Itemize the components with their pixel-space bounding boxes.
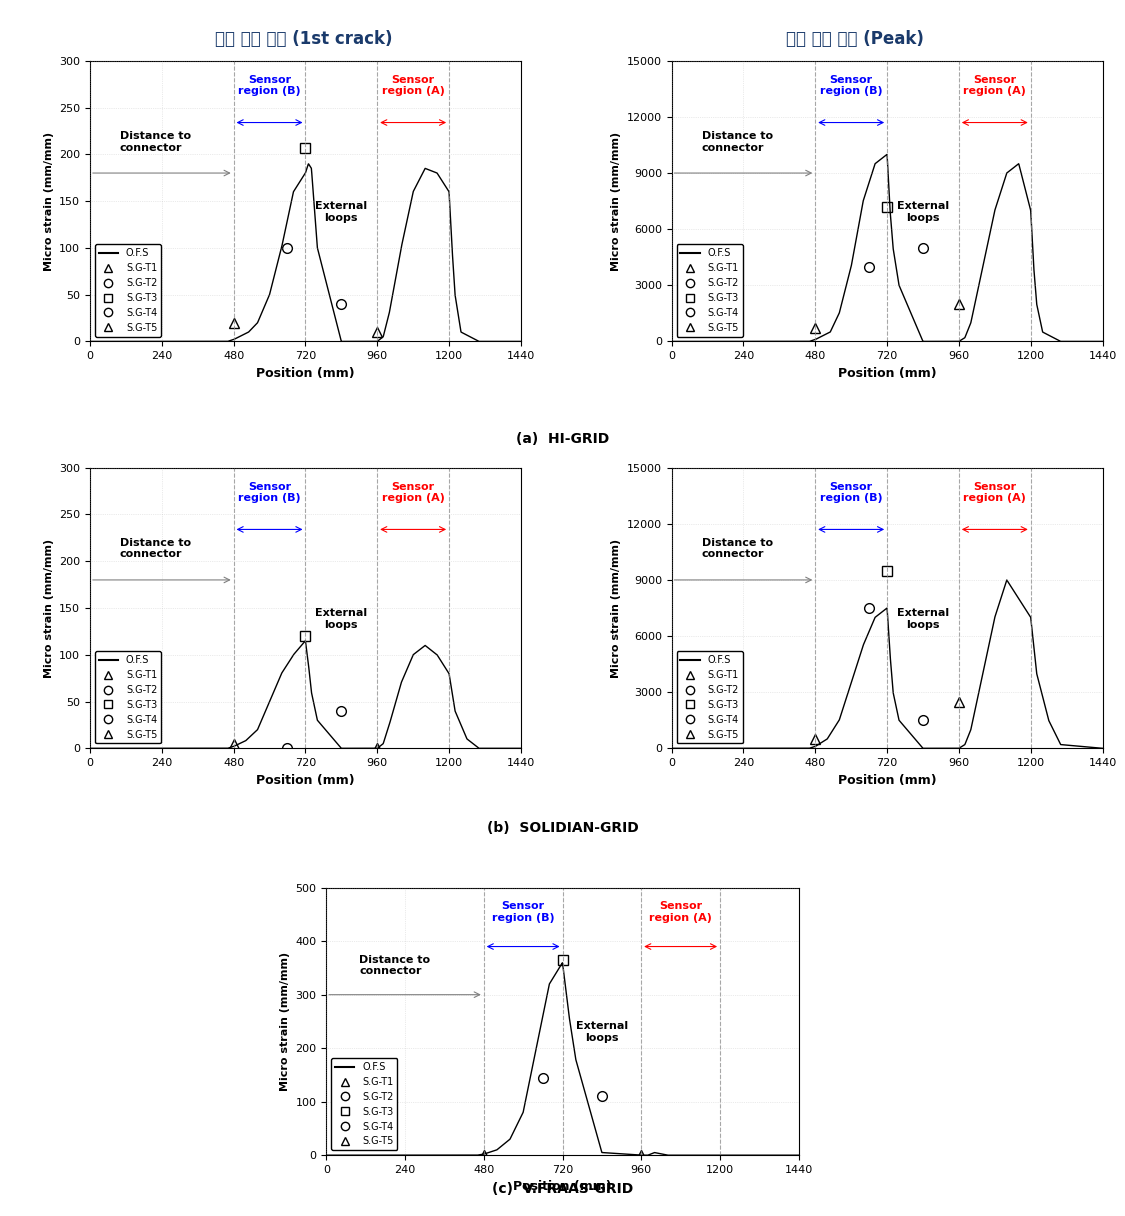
Text: External
loops: External loops <box>315 201 368 223</box>
O.F.S <box>792 1148 806 1162</box>
O.F.S <box>281 655 295 670</box>
Text: Sensor
region (A): Sensor region (A) <box>381 482 444 503</box>
Text: Distance to
connector: Distance to connector <box>702 537 773 559</box>
Y-axis label: Micro strain (mm/mm): Micro strain (mm/mm) <box>280 952 290 1091</box>
O.F.S <box>319 1148 333 1162</box>
O.F.S <box>549 966 562 980</box>
Text: Sensor
region (A): Sensor region (A) <box>963 482 1026 503</box>
Text: Distance to
connector: Distance to connector <box>359 955 430 976</box>
Line: O.F.S: O.F.S <box>90 641 521 748</box>
Text: Sensor
region (B): Sensor region (B) <box>820 482 882 503</box>
O.F.S <box>423 642 436 657</box>
O.F.S <box>423 163 436 178</box>
Text: Sensor
region (A): Sensor region (A) <box>963 75 1026 96</box>
X-axis label: Position (mm): Position (mm) <box>513 1181 612 1193</box>
O.F.S <box>863 623 876 637</box>
O.F.S <box>106 741 119 755</box>
O.F.S <box>502 741 515 755</box>
O.F.S <box>514 334 528 349</box>
O.F.S <box>514 741 528 755</box>
O.F.S <box>281 209 295 224</box>
Text: (a)  HI-GRID: (a) HI-GRID <box>516 432 609 446</box>
O.F.S <box>292 641 306 655</box>
O.F.S <box>106 334 119 349</box>
Y-axis label: Micro strain (mm/mm): Micro strain (mm/mm) <box>44 131 54 271</box>
O.F.S <box>502 334 515 349</box>
O.F.S <box>874 606 888 620</box>
Text: Sensor
region (B): Sensor region (B) <box>820 75 882 96</box>
O.F.S <box>863 173 876 187</box>
Text: Sensor
region (A): Sensor region (A) <box>649 901 712 923</box>
Line: O.F.S: O.F.S <box>90 164 521 342</box>
O.F.S <box>556 956 569 970</box>
Text: 균열 하중 단계 (1st crack): 균열 하중 단계 (1st crack) <box>215 30 393 49</box>
Text: Sensor
region (A): Sensor region (A) <box>381 75 444 96</box>
O.F.S <box>778 1148 792 1162</box>
O.F.S <box>83 334 97 349</box>
O.F.S <box>83 741 97 755</box>
Text: (c)  V.FRAAS-GRID: (c) V.FRAAS-GRID <box>492 1182 633 1197</box>
O.F.S <box>1083 739 1097 754</box>
O.F.S <box>1096 334 1109 349</box>
O.F.S <box>665 741 678 755</box>
O.F.S <box>298 634 312 648</box>
O.F.S <box>778 1148 792 1162</box>
O.F.S <box>343 1148 357 1162</box>
Text: Distance to
connector: Distance to connector <box>120 537 191 559</box>
Line: O.F.S: O.F.S <box>672 154 1102 342</box>
Y-axis label: Micro strain (mm/mm): Micro strain (mm/mm) <box>44 539 54 677</box>
O.F.S <box>874 152 888 167</box>
Text: External
loops: External loops <box>315 608 368 630</box>
Y-axis label: Micro strain (mm/mm): Micro strain (mm/mm) <box>611 539 621 677</box>
O.F.S <box>1000 573 1014 587</box>
O.F.S <box>880 147 893 162</box>
Line: O.F.S: O.F.S <box>672 580 1102 748</box>
O.F.S <box>502 741 515 755</box>
X-axis label: Position (mm): Position (mm) <box>838 367 936 379</box>
O.F.S <box>502 334 515 349</box>
Text: External
loops: External loops <box>897 608 949 630</box>
Text: Distance to
connector: Distance to connector <box>702 131 773 152</box>
Legend: O.F.S, S.G-T1, S.G-T2, S.G-T3, S.G-T4, S.G-T5: O.F.S, S.G-T1, S.G-T2, S.G-T3, S.G-T4, S… <box>94 652 161 743</box>
Legend: O.F.S, S.G-T1, S.G-T2, S.G-T3, S.G-T4, S.G-T5: O.F.S, S.G-T1, S.G-T2, S.G-T3, S.G-T4, S… <box>676 244 742 337</box>
Text: External
loops: External loops <box>576 1021 628 1043</box>
O.F.S <box>1096 741 1109 755</box>
Line: O.F.S: O.F.S <box>326 963 799 1155</box>
Y-axis label: Micro strain (mm/mm): Micro strain (mm/mm) <box>611 131 621 271</box>
O.F.S <box>1005 163 1018 178</box>
Text: 최대 하중 단계 (Peak): 최대 하중 단계 (Peak) <box>786 30 924 49</box>
O.F.S <box>687 741 701 755</box>
Legend: O.F.S, S.G-T1, S.G-T2, S.G-T3, S.G-T4, S.G-T5: O.F.S, S.G-T1, S.G-T2, S.G-T3, S.G-T4, S… <box>331 1058 397 1150</box>
O.F.S <box>1005 580 1018 595</box>
Text: External
loops: External loops <box>897 201 949 223</box>
O.F.S <box>692 1148 705 1162</box>
Text: Distance to
connector: Distance to connector <box>120 131 191 152</box>
Legend: O.F.S, S.G-T1, S.G-T2, S.G-T3, S.G-T4, S.G-T5: O.F.S, S.G-T1, S.G-T2, S.G-T3, S.G-T4, S… <box>94 244 161 337</box>
O.F.S <box>1083 739 1097 754</box>
X-axis label: Position (mm): Position (mm) <box>838 773 936 787</box>
Legend: O.F.S, S.G-T1, S.G-T2, S.G-T3, S.G-T4, S.G-T5: O.F.S, S.G-T1, S.G-T2, S.G-T3, S.G-T4, S… <box>676 652 742 743</box>
O.F.S <box>1083 334 1097 349</box>
O.F.S <box>537 1006 550 1020</box>
X-axis label: Position (mm): Position (mm) <box>256 367 354 379</box>
Text: Sensor
region (B): Sensor region (B) <box>492 901 555 923</box>
O.F.S <box>687 334 701 349</box>
O.F.S <box>1083 334 1097 349</box>
Text: Sensor
region (B): Sensor region (B) <box>238 75 300 96</box>
O.F.S <box>665 334 678 349</box>
O.F.S <box>292 175 306 190</box>
X-axis label: Position (mm): Position (mm) <box>256 773 354 787</box>
Text: (b)  SOLIDIAN-GRID: (b) SOLIDIAN-GRID <box>487 821 638 835</box>
O.F.S <box>302 157 315 171</box>
Text: Sensor
region (B): Sensor region (B) <box>238 482 300 503</box>
